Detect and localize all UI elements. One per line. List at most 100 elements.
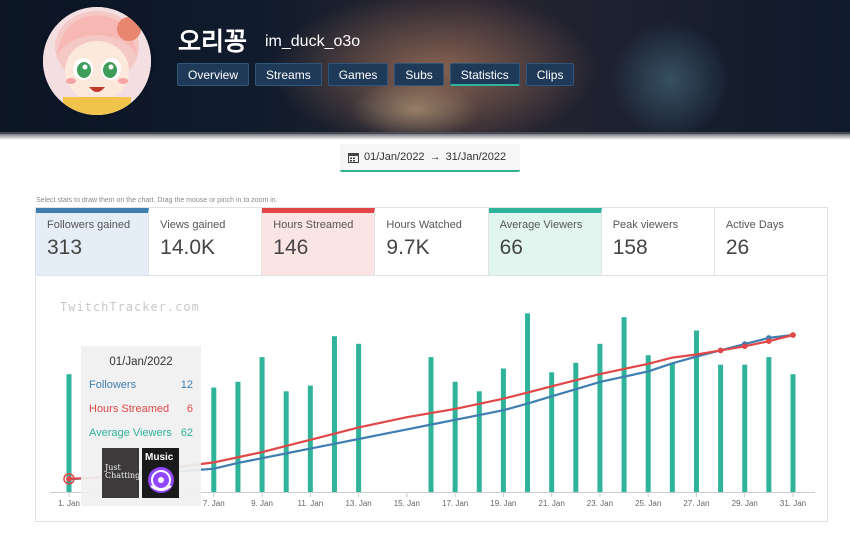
- x-tick-label: 25. Jan: [635, 499, 661, 508]
- x-tick-label: 9. Jan: [251, 499, 273, 508]
- stat-value: 146: [273, 236, 309, 259]
- stat-hours-streamed[interactable]: Hours Streamed 146: [262, 208, 376, 275]
- bar-average-viewers: [766, 357, 772, 492]
- chart-tooltip: 01/Jan/2022 Followers 12 Hours Streamed …: [81, 346, 201, 506]
- x-tick-label: 17. Jan: [442, 499, 468, 508]
- stat-followers-gained[interactable]: Followers gained 313: [36, 208, 150, 275]
- bar-average-viewers: [211, 387, 217, 492]
- category-label: Just Chatting: [105, 463, 139, 480]
- stat-label: Average Viewers: [499, 219, 583, 231]
- stat-average-viewers[interactable]: Average Viewers 66: [488, 208, 602, 275]
- header-shadow: [0, 132, 850, 140]
- category-thumbnail-just-chatting: Just Chatting: [102, 448, 139, 498]
- bar-average-viewers: [259, 357, 265, 492]
- date-end: 31/Jan/2022: [445, 151, 507, 163]
- stat-value: 26: [725, 236, 750, 259]
- tooltip-label: Followers: [89, 379, 137, 391]
- stat-value: 14.0K: [160, 236, 216, 259]
- stat-peak-viewers[interactable]: Peak viewers 158: [602, 208, 715, 275]
- hours-streamed-point: [790, 332, 796, 338]
- bar-average-viewers: [597, 343, 603, 492]
- watermark: TwitchTracker.com: [60, 300, 200, 314]
- x-tick-label: 15. Jan: [394, 499, 420, 508]
- channel-header: 오리꽁 im_duck_o3o Overview Streams Games S…: [0, 0, 850, 134]
- stat-views-gained[interactable]: Views gained 14.0K: [149, 208, 263, 275]
- arrow-right-icon: →: [429, 151, 441, 163]
- stat-value: 9.7K: [386, 236, 430, 259]
- bar-average-viewers: [452, 381, 458, 492]
- tab-clips[interactable]: Clips: [525, 63, 575, 86]
- date-start: 01/Jan/2022: [364, 151, 425, 163]
- tooltip-date: 01/Jan/2022: [109, 356, 173, 368]
- stat-hours-watched[interactable]: Hours Watched 9.7K: [375, 208, 489, 275]
- chart-hint: Select stats to draw them on the chart. …: [36, 197, 278, 204]
- bar-average-viewers: [500, 368, 506, 492]
- x-tick-label: 31. Jan: [780, 499, 806, 508]
- hours-streamed-point: [741, 343, 748, 350]
- stat-label: Views gained: [160, 219, 226, 231]
- stat-tiles: Followers gained 313 Views gained 14.0K …: [35, 207, 828, 276]
- stat-label: Hours Streamed: [273, 219, 354, 231]
- category-label: Music: [145, 452, 174, 463]
- x-tick-label: 27. Jan: [683, 499, 709, 508]
- avatar-image: [43, 7, 151, 115]
- stat-value: 313: [47, 236, 83, 259]
- music-icon: [148, 467, 174, 493]
- tooltip-value: 12: [180, 379, 193, 391]
- x-tick-label: 23. Jan: [587, 499, 613, 508]
- bar-average-viewers: [66, 374, 72, 492]
- tooltip-row-followers: Followers 12: [89, 379, 193, 391]
- date-range-picker[interactable]: 01/Jan/2022 → 31/Jan/2022: [340, 144, 520, 172]
- bar-average-viewers: [573, 362, 579, 492]
- bar-average-viewers: [331, 336, 337, 492]
- channel-name: 오리꽁: [178, 28, 248, 56]
- bar-average-viewers: [235, 381, 241, 492]
- x-tick-label: 29. Jan: [732, 499, 758, 508]
- hover-marker: [63, 473, 75, 485]
- stat-label: Hours Watched: [386, 219, 462, 231]
- banner-art-accent: [610, 20, 730, 134]
- bar-average-viewers: [693, 330, 699, 492]
- x-tick-label: 19. Jan: [490, 499, 516, 508]
- channel-tabs: Overview Streams Games Subs Statistics C…: [177, 63, 575, 86]
- hours-streamed-point: [717, 347, 724, 354]
- stat-label: Active Days: [725, 219, 784, 231]
- bar-average-viewers: [669, 362, 675, 492]
- tab-statistics[interactable]: Statistics: [449, 63, 520, 86]
- tooltip-row-average-viewers: Average Viewers 62: [89, 427, 193, 439]
- tab-overview[interactable]: Overview: [177, 63, 250, 86]
- hours-streamed-point: [66, 476, 72, 482]
- bar-average-viewers: [742, 364, 748, 492]
- bar-average-viewers: [549, 372, 555, 492]
- tab-games[interactable]: Games: [327, 63, 389, 86]
- chart-container[interactable]: [35, 277, 828, 522]
- bar-average-viewers: [718, 364, 724, 492]
- avatar[interactable]: [40, 4, 154, 118]
- calendar-icon: [348, 152, 359, 163]
- x-tick-label: 1. Jan: [58, 499, 80, 508]
- tooltip-value: 6: [186, 403, 193, 415]
- x-tick-label: 11. Jan: [298, 499, 324, 508]
- tooltip-label: Average Viewers: [89, 427, 172, 439]
- stat-label: Peak viewers: [612, 219, 679, 231]
- tab-streams[interactable]: Streams: [255, 63, 322, 86]
- stat-value: 158: [612, 236, 648, 259]
- x-tick-label: 7. Jan: [203, 499, 225, 508]
- bar-average-viewers: [790, 374, 796, 492]
- tooltip-label: Hours Streamed: [89, 403, 170, 415]
- tooltip-value: 62: [180, 427, 193, 439]
- tab-subs[interactable]: Subs: [394, 63, 444, 86]
- bar-average-viewers: [645, 355, 651, 492]
- hours-streamed-point: [766, 338, 772, 344]
- category-thumbnail-music: Music: [142, 448, 179, 498]
- tooltip-row-hours-streamed: Hours Streamed 6: [89, 403, 193, 415]
- banner-art-highlight: [350, 80, 480, 134]
- x-tick-label: 13. Jan: [345, 499, 371, 508]
- stat-active-days[interactable]: Active Days 26: [715, 208, 827, 275]
- bar-average-viewers: [283, 391, 289, 492]
- bar-average-viewers: [476, 391, 482, 492]
- bar-average-viewers: [621, 317, 627, 492]
- stat-value: 66: [499, 236, 523, 259]
- x-tick-label: 21. Jan: [539, 499, 565, 508]
- bar-average-viewers: [356, 343, 362, 492]
